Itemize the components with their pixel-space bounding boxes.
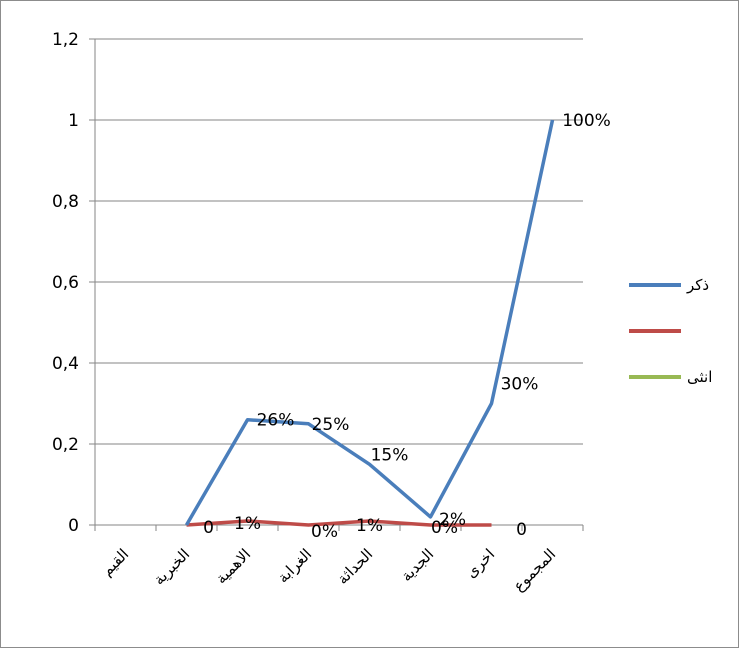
y-tick-label: 1	[68, 111, 79, 131]
x-category-label: الغرابة	[274, 545, 315, 586]
data-label: 0	[203, 518, 214, 538]
x-category-label: القيم	[98, 545, 133, 580]
x-category-label: اخرى	[462, 545, 498, 581]
legend-label: انثى	[687, 368, 712, 386]
data-label: 30%	[501, 375, 539, 395]
data-label: 15%	[371, 445, 409, 465]
data-label: 25%	[312, 415, 350, 435]
legend-label: ذكر	[686, 276, 709, 294]
data-label: 26%	[257, 411, 295, 431]
data-label: 0	[516, 520, 527, 540]
y-tick-label: 0,2	[52, 435, 79, 455]
x-category-label: المجموع	[509, 545, 559, 595]
y-tick-label: 0,8	[52, 192, 79, 212]
data-label: 0%	[431, 518, 458, 538]
data-label: 0%	[311, 522, 338, 542]
x-category-label: الجدية	[397, 545, 437, 585]
y-tick-label: 0	[68, 516, 79, 536]
x-category-label: الحداثة	[333, 545, 376, 588]
data-label: 100%	[562, 111, 611, 131]
y-tick-label: 1,2	[52, 30, 79, 50]
x-category-label: الخبرية	[150, 545, 193, 588]
data-label: 1%	[234, 514, 261, 534]
data-label: 1%	[356, 516, 383, 536]
x-category-label: الاهمية	[212, 545, 254, 587]
y-tick-label: 0,4	[52, 354, 79, 374]
y-tick-label: 0,6	[52, 273, 79, 293]
